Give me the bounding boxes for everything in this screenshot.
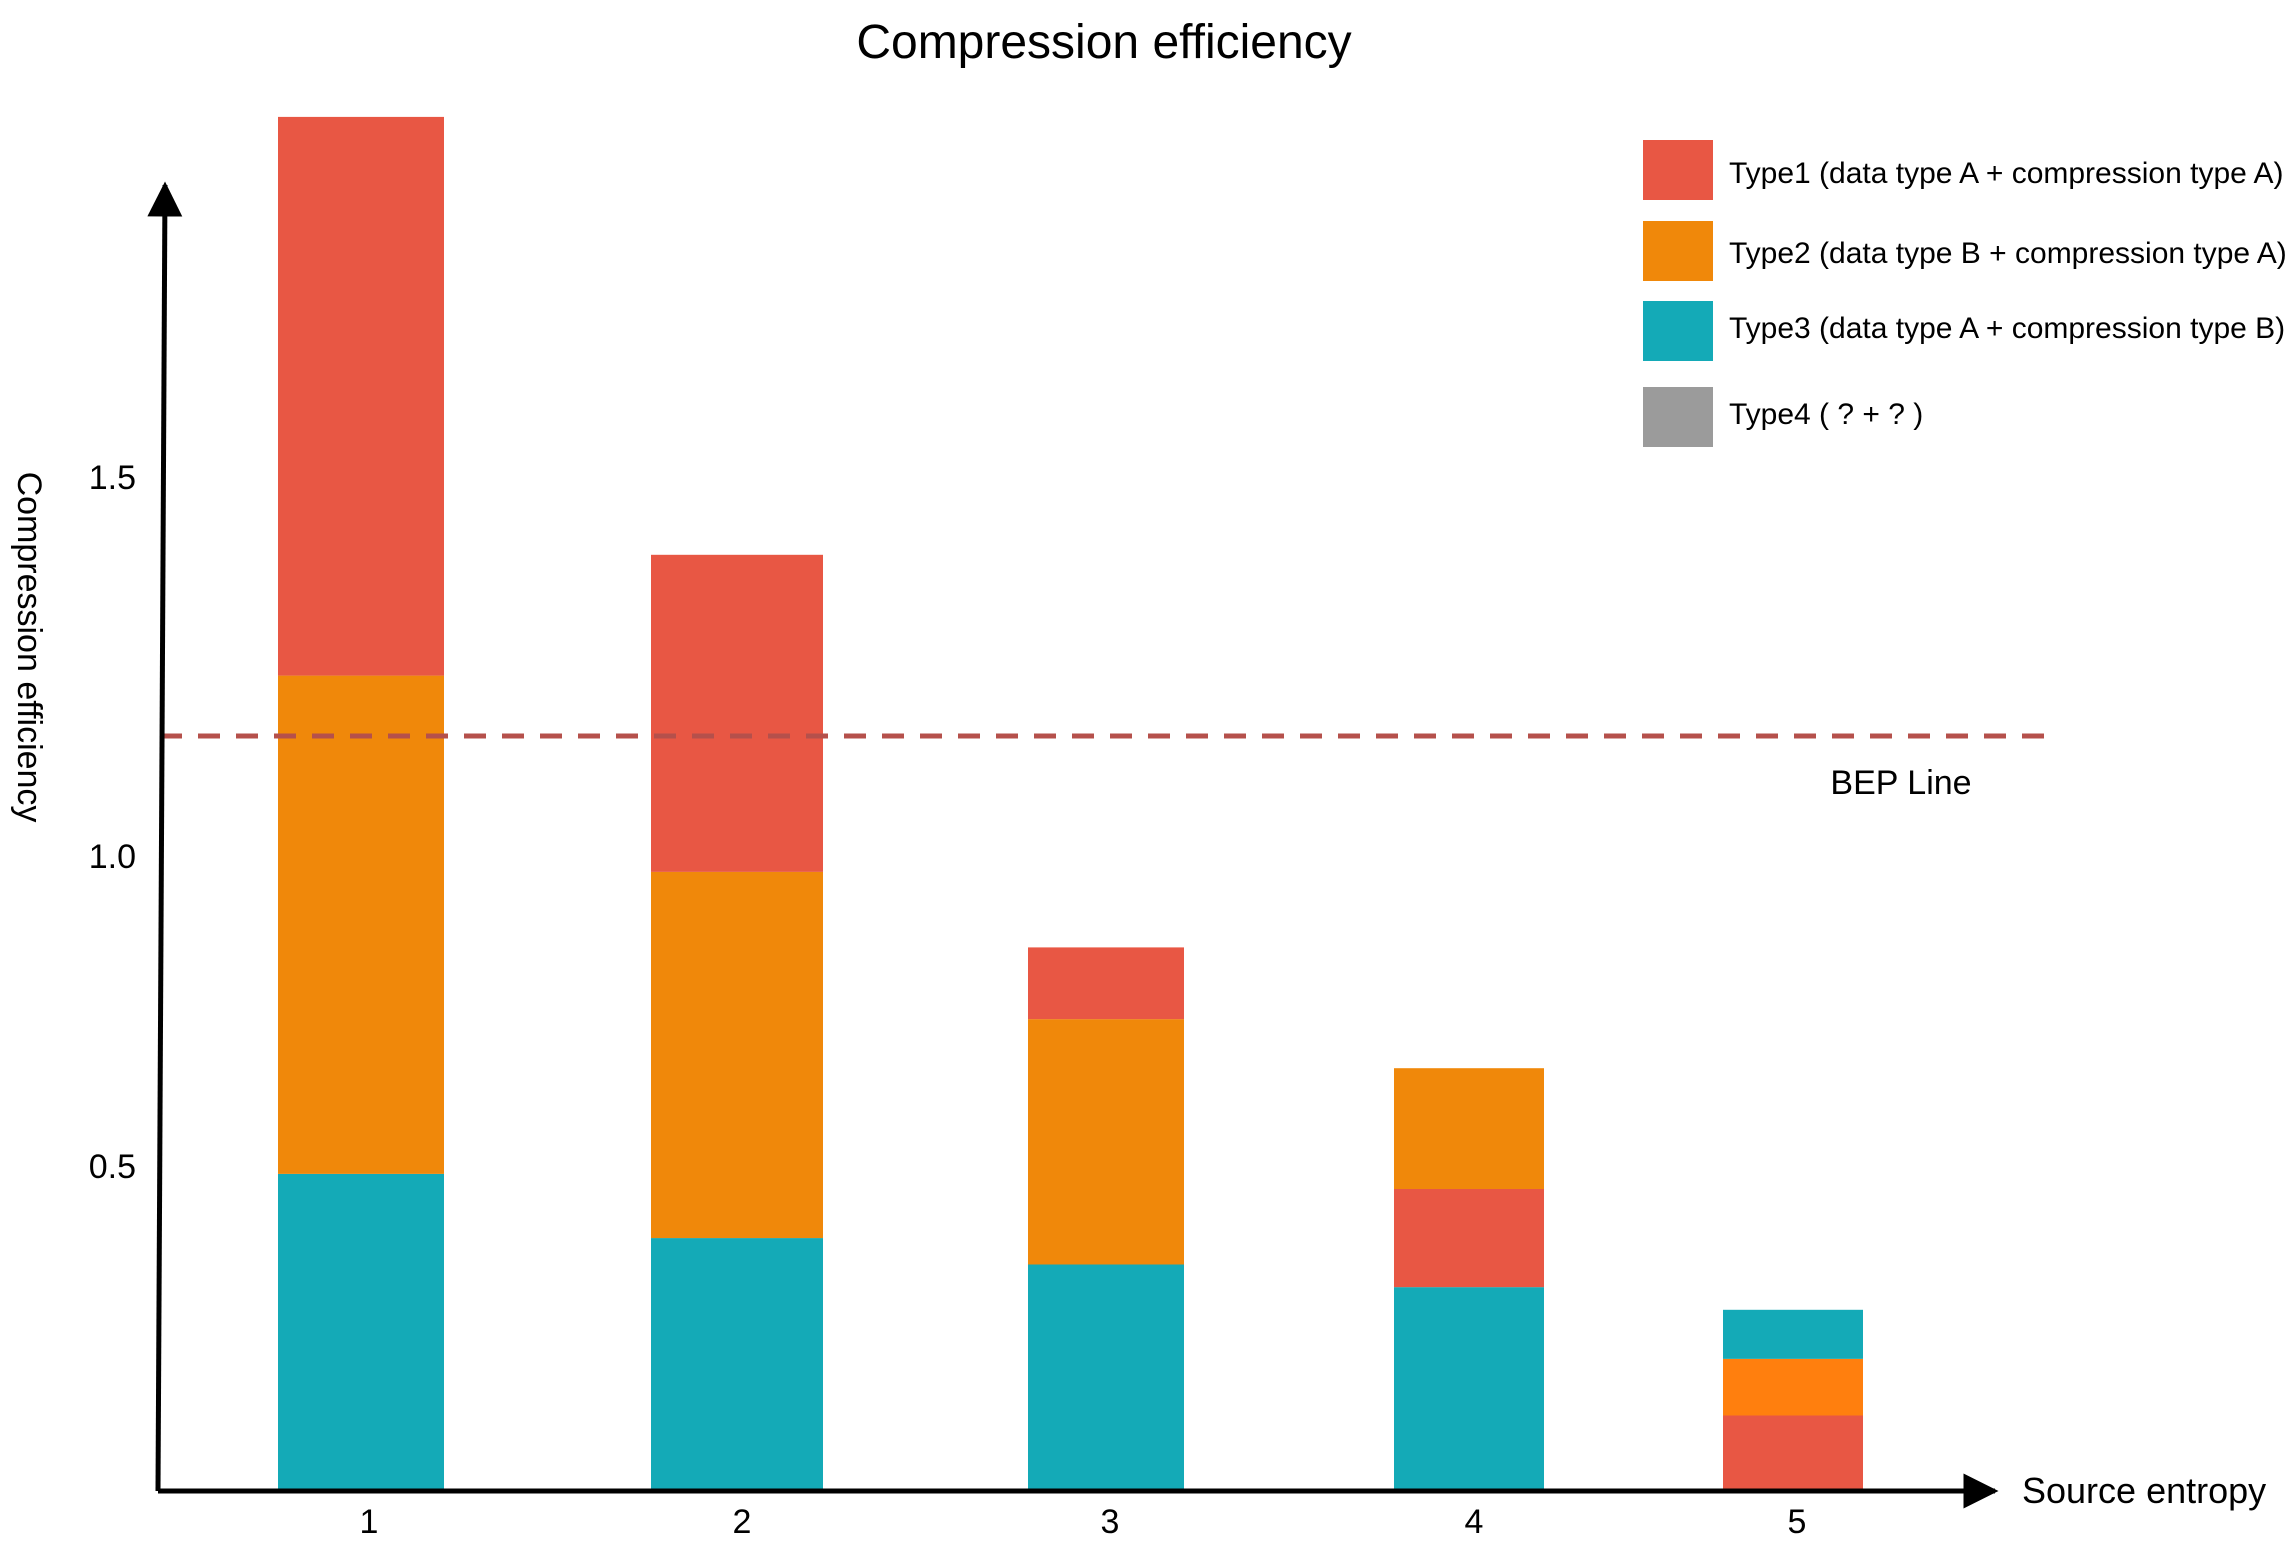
legend-label-type3: Type3 (data type A + compression type B) — [1729, 312, 2285, 345]
y-tick-label-1-5: 1.5 — [89, 459, 136, 497]
bars-layer — [278, 116, 1863, 1491]
bep-line-label: BEP Line — [1830, 764, 1971, 802]
bar-segment-2-type1 — [651, 554, 823, 872]
chart-title: Compression efficiency — [856, 16, 1351, 69]
bar-segment-5-type2 — [1723, 1358, 1863, 1416]
bar-segment-2-type3 — [651, 1238, 823, 1491]
x-tick-label-5: 5 — [1788, 1503, 1807, 1541]
legend: Type1 (data type A + compression type A)… — [1643, 140, 2287, 447]
x-tick-label-4: 4 — [1465, 1503, 1484, 1541]
bar-segment-1-type1 — [278, 116, 444, 676]
bar-segment-2-type2 — [651, 871, 823, 1239]
x-tick-label-1: 1 — [360, 1503, 379, 1541]
legend-label-type1: Type1 (data type A + compression type A) — [1729, 157, 2284, 190]
x-tick-label-2: 2 — [733, 1503, 752, 1541]
legend-swatch-type4 — [1643, 387, 1713, 447]
legend-label-type4: Type4 ( ? + ? ) — [1729, 398, 1923, 431]
x-axis-label: Source entropy — [2022, 1470, 2266, 1511]
y-tick-label-0-5: 0.5 — [89, 1148, 136, 1186]
legend-swatch-type3 — [1643, 301, 1713, 361]
reference-line-layer: BEP Line — [160, 733, 2045, 802]
bar-segment-5-type3 — [1723, 1309, 1863, 1359]
x-ticks-layer: 1 2 3 4 5 — [360, 1503, 1807, 1541]
y-tick-label-1-0: 1.0 — [89, 838, 136, 876]
y-axis-label: Compression efficiency — [10, 472, 48, 823]
x-tick-label-3: 3 — [1101, 1503, 1120, 1541]
bar-segment-5-type1 — [1723, 1415, 1863, 1491]
bar-segment-4-type2 — [1394, 1068, 1544, 1189]
bar-segment-1-type3 — [278, 1173, 444, 1491]
bar-segment-4-type1 — [1394, 1189, 1544, 1288]
bar-segment-3-type1 — [1028, 947, 1184, 1020]
legend-swatch-type2 — [1643, 221, 1713, 281]
bar-segment-4-type3 — [1394, 1287, 1544, 1491]
legend-label-type2: Type2 (data type B + compression type A) — [1729, 237, 2287, 270]
bar-segment-3-type3 — [1028, 1264, 1184, 1491]
y-axis — [147, 181, 183, 1492]
legend-swatch-type1 — [1643, 140, 1713, 200]
bar-segment-3-type2 — [1028, 1019, 1184, 1265]
bar-segment-1-type2 — [278, 675, 444, 1174]
y-ticks-layer: 0.5 1.0 1.5 — [89, 459, 136, 1186]
